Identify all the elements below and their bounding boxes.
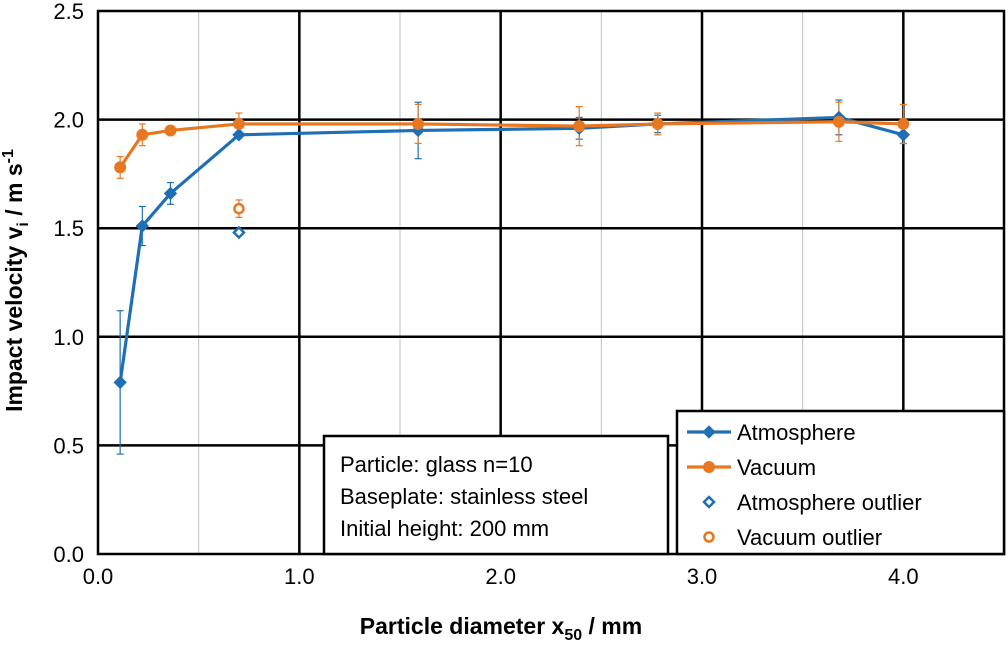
atmosphere-point bbox=[232, 128, 246, 142]
x-tick-labels: 0.0 1.0 2.0 3.0 4.0 bbox=[83, 564, 919, 589]
x-tick-label: 2.0 bbox=[485, 564, 516, 589]
legend-atmosphere-marker bbox=[702, 425, 716, 439]
y-tick-label: 1.0 bbox=[53, 325, 84, 350]
vacuum-point bbox=[573, 120, 586, 133]
vacuum-point bbox=[832, 115, 845, 128]
vacuum-point bbox=[412, 117, 425, 130]
annotation-line: Baseplate: stainless steel bbox=[340, 484, 588, 509]
legend-vacuum-label: Vacuum bbox=[737, 455, 816, 480]
x-tick-label: 4.0 bbox=[888, 564, 919, 589]
legend-atmosphere-label: Atmosphere bbox=[737, 420, 856, 445]
x-tick-label: 3.0 bbox=[687, 564, 718, 589]
atmosphere-point bbox=[896, 128, 911, 142]
vacuum-point bbox=[651, 117, 664, 130]
annotation-line: Particle: glass n=10 bbox=[340, 452, 533, 477]
legend-atmosphere-outlier-label: Atmosphere outlier bbox=[737, 490, 922, 515]
atmosphere-point bbox=[163, 186, 178, 201]
y-tick-labels: 0.0 0.5 1.0 1.5 2.0 2.5 bbox=[53, 0, 84, 567]
x-tick-label: 0.0 bbox=[83, 564, 114, 589]
x-tick-label: 1.0 bbox=[284, 564, 315, 589]
vacuum-point bbox=[897, 117, 910, 130]
y-tick-label: 2.5 bbox=[53, 0, 84, 24]
annotation-line: Initial height: 200 mm bbox=[340, 516, 549, 541]
legend-vacuum-outlier-label: Vacuum outlier bbox=[737, 525, 882, 550]
vacuum-point bbox=[114, 161, 127, 174]
y-tick-label: 0.0 bbox=[53, 542, 84, 567]
atmosphere-outlier-point bbox=[232, 225, 246, 240]
legend-frame bbox=[675, 409, 1006, 556]
vacuum-point bbox=[164, 124, 177, 137]
legend-atmosphere-outlier-marker bbox=[702, 495, 716, 509]
atmosphere-point bbox=[113, 375, 127, 390]
annotation-box: Particle: glass n=10 Baseplate: stainless… bbox=[322, 434, 670, 556]
vacuum-point bbox=[136, 128, 149, 141]
legend: Atmosphere Vacuum Atmosphere outlier Vacuum… bbox=[675, 409, 1006, 556]
annotation-frame bbox=[322, 434, 670, 556]
y-tick-label: 1.5 bbox=[53, 216, 84, 241]
y-tick-label: 2.0 bbox=[53, 108, 84, 133]
series-markers bbox=[113, 110, 911, 390]
atmosphere-point bbox=[411, 123, 425, 138]
legend-vacuum-outlier-marker bbox=[703, 531, 715, 543]
legend-vacuum-marker bbox=[703, 461, 715, 473]
x-axis-title: Particle diameter x50 / mm bbox=[360, 613, 642, 644]
y-axis-title: Impact velocity vi / m s-1 bbox=[0, 149, 32, 412]
y-tick-label: 0.5 bbox=[53, 433, 84, 458]
vacuum-point bbox=[232, 117, 245, 130]
vacuum-outlier-point bbox=[233, 202, 245, 215]
atmosphere-point bbox=[135, 219, 150, 233]
